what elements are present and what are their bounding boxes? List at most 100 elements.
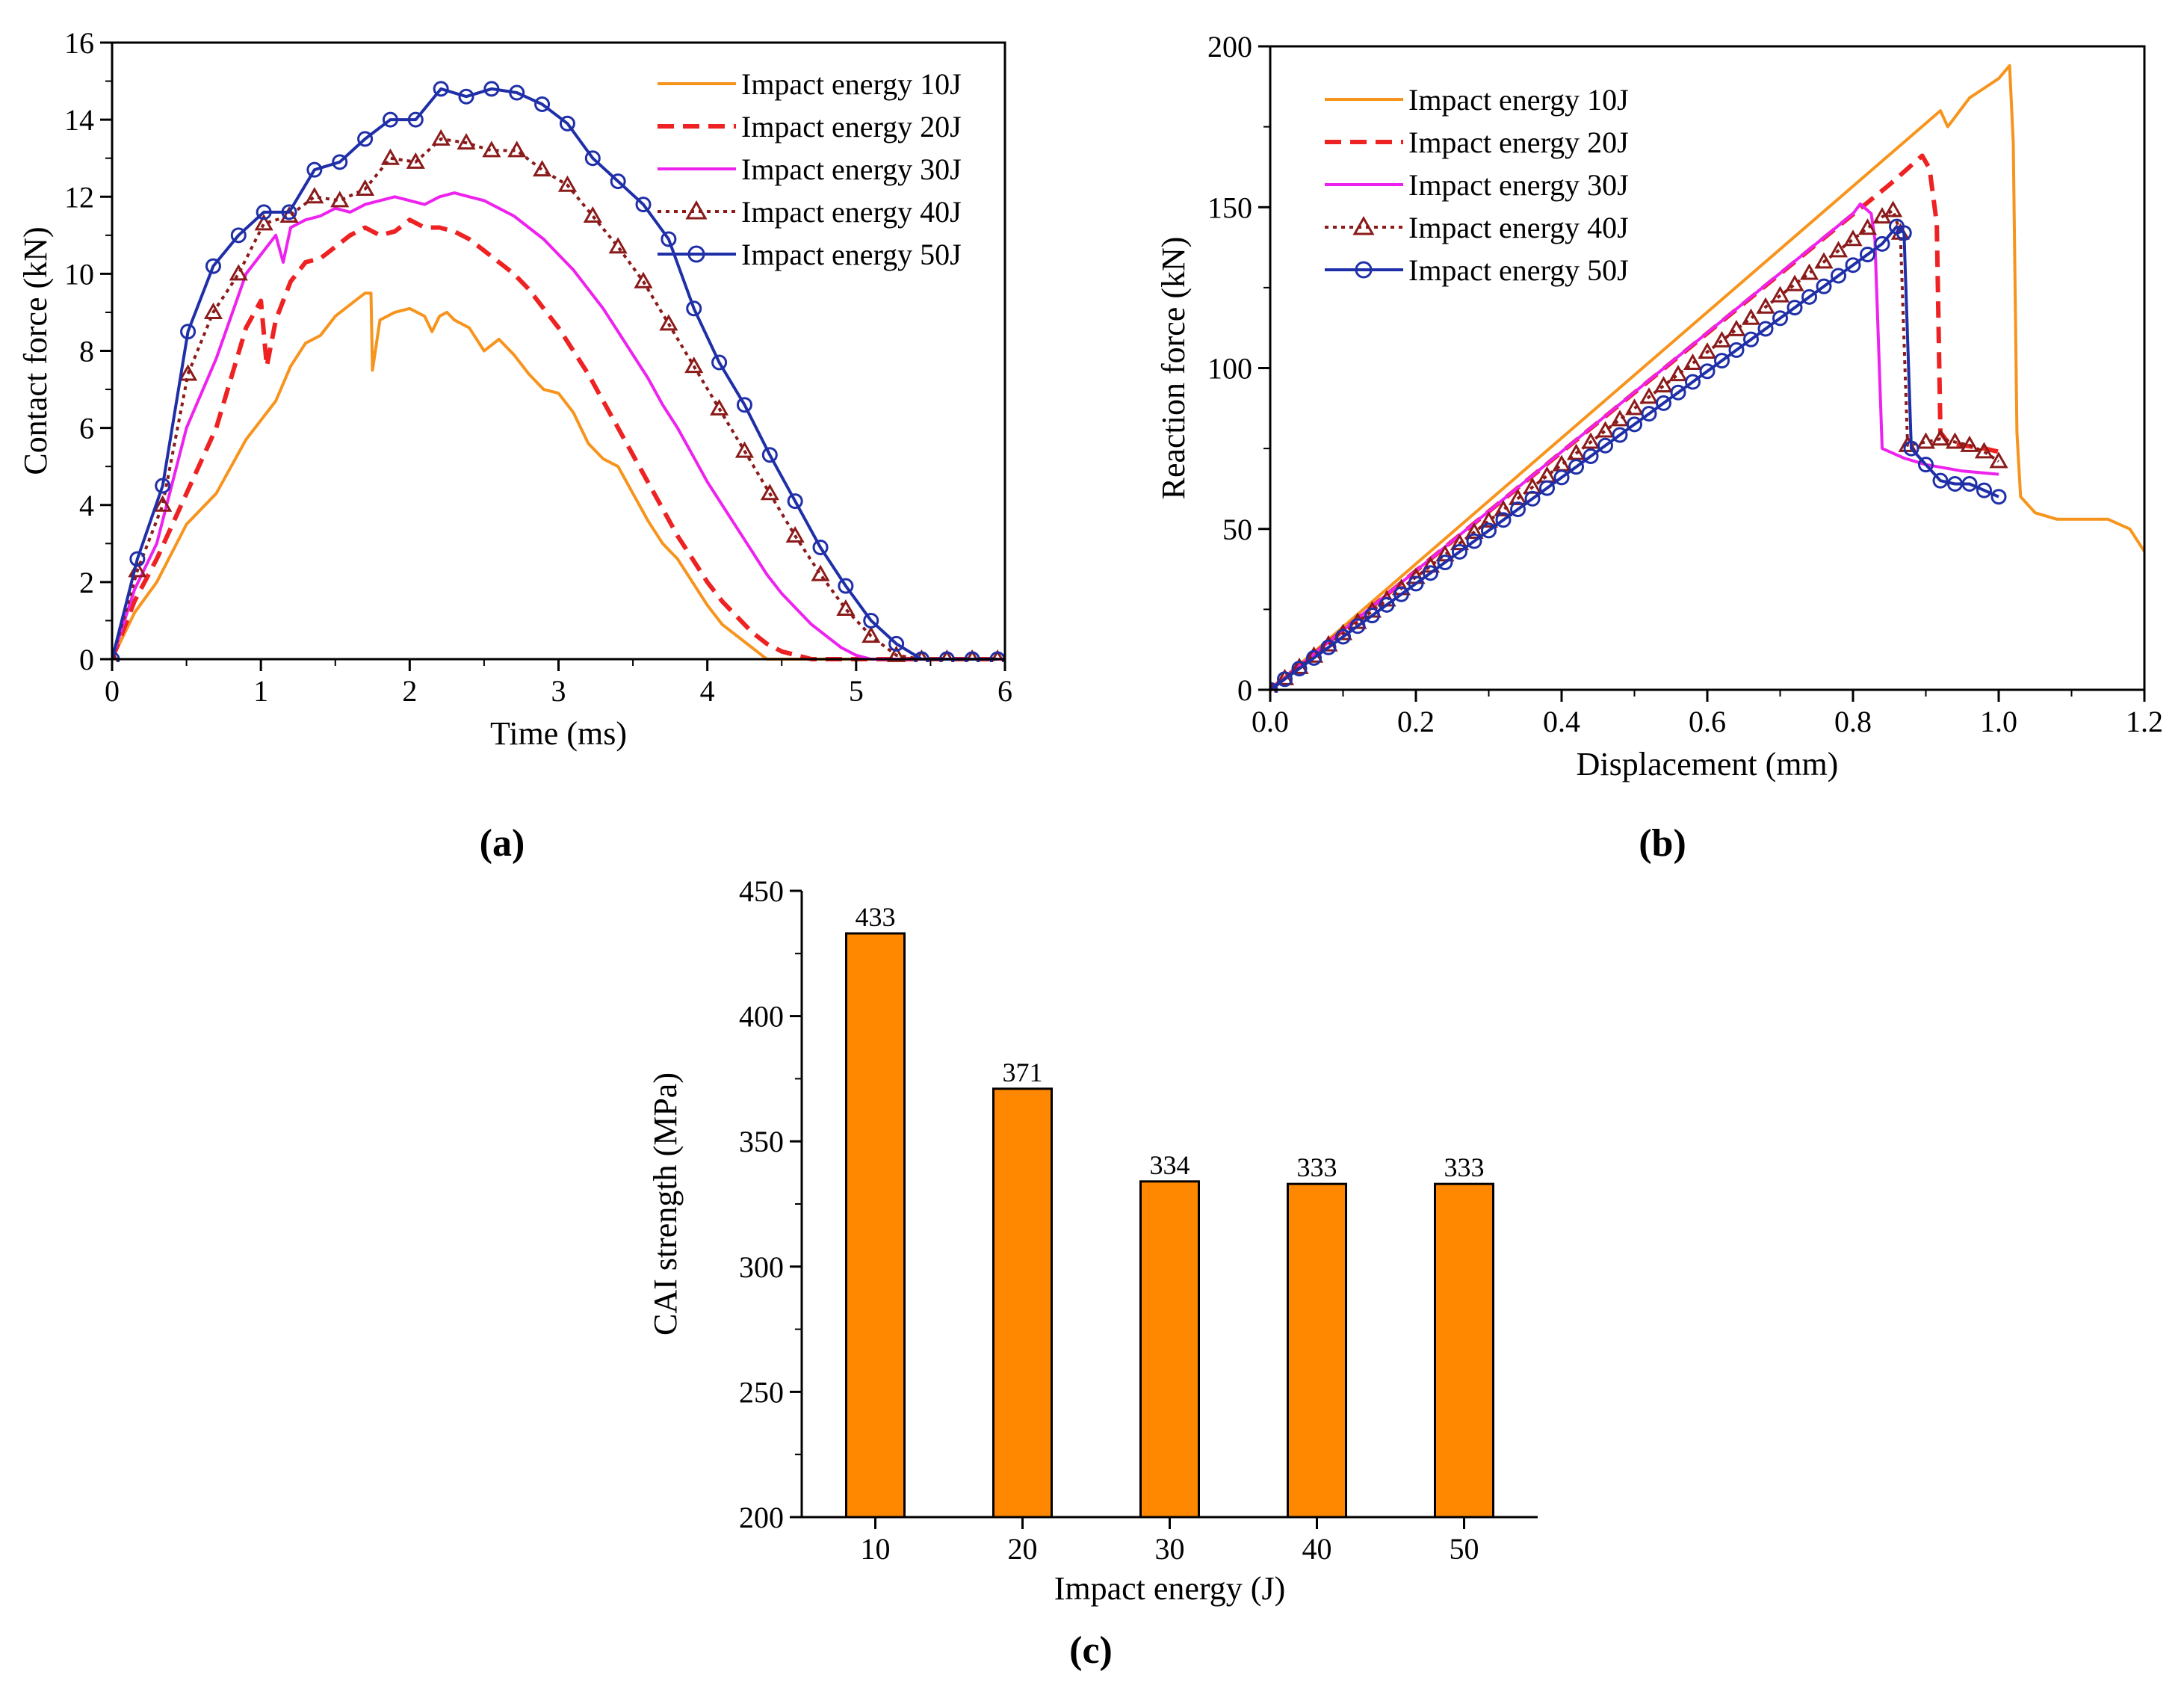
bar-value-label: 333 [1444, 1152, 1485, 1182]
marker-circle [736, 397, 752, 413]
y-tick-label: 6 [79, 412, 94, 445]
x-tick-label: 1.0 [1980, 705, 2017, 738]
marker-circle [1568, 459, 1584, 475]
marker-circle [1801, 288, 1817, 305]
marker-triangle [785, 525, 805, 543]
marker-circle [1423, 565, 1438, 581]
marker-triangle [1595, 421, 1615, 438]
marker-circle [155, 478, 171, 494]
marker-triangle [1989, 451, 2008, 469]
y-tick-label: 8 [79, 335, 94, 368]
bar-value-label: 371 [1003, 1057, 1043, 1087]
marker-circle [1670, 384, 1686, 401]
marker-triangle [1668, 365, 1688, 382]
marker-triangle [1770, 285, 1790, 303]
marker-triangle [482, 141, 501, 158]
legend-label: Impact energy 40J [741, 195, 962, 229]
legend-label: Impact energy 20J [741, 110, 962, 143]
marker-triangle [1727, 319, 1746, 336]
marker-triangle [583, 206, 602, 223]
marker-circle [281, 204, 297, 220]
marker-circle [661, 231, 677, 247]
marker-circle [1452, 543, 1467, 560]
marker-triangle [557, 175, 578, 192]
bar-value-label: 333 [1297, 1152, 1337, 1182]
series-line-40J [112, 137, 997, 661]
series-line-10J [112, 291, 1005, 661]
marker-triangle [178, 364, 198, 381]
marker-triangle [1814, 252, 1834, 269]
marker-circle [686, 300, 702, 317]
marker-circle [1932, 472, 1949, 489]
marker-circle [205, 258, 221, 274]
legend-marker-triangle [1352, 215, 1375, 235]
bar-value-label: 334 [1150, 1150, 1190, 1180]
marker-circle [1553, 469, 1570, 486]
y-tick-label: 50 [1222, 513, 1252, 546]
marker-circle [1896, 225, 1912, 241]
y-tick-label: 250 [739, 1375, 784, 1409]
marker-circle [1757, 321, 1774, 337]
marker-triangle [1916, 432, 1936, 449]
marker-triangle [1884, 200, 1903, 217]
marker-triangle [305, 187, 324, 204]
marker-triangle [229, 264, 248, 281]
legend-label: Impact energy 40J [1408, 211, 1629, 244]
panel-b-reaction-force-chart: (b) 0.0 0.2 0.4 0.6 0.8 1.0 1.2 0 50 100 150 200 Dis… [1155, 30, 2163, 865]
y-axis-title: Contact force (kN) [17, 226, 54, 475]
marker-triangle [1712, 330, 1732, 348]
marker-circle [256, 204, 272, 220]
x-tick-label: 0.2 [1397, 705, 1435, 738]
marker-triangle [1960, 435, 1979, 452]
marker-circle [382, 111, 398, 128]
marker-circle [1845, 257, 1861, 274]
y-axis-title: CAI strength (MPa) [647, 1072, 684, 1336]
marker-circle [230, 227, 247, 244]
marker-circle [863, 612, 879, 629]
marker-triangle [1450, 534, 1470, 551]
marker-circle [1714, 353, 1730, 369]
marker-circle [1524, 490, 1541, 507]
panel-c-cai-strength-chart: (c) 433 10 371 20 334 30 333 40 333 50 200 250 300 35… [647, 874, 1538, 1672]
bar-value-label: 433 [856, 902, 896, 932]
marker-triangle [1683, 353, 1703, 371]
marker-circle [1539, 480, 1555, 496]
marker-triangle [887, 645, 906, 662]
marker-circle [1874, 235, 1890, 252]
marker-circle [812, 539, 829, 555]
marker-circle [306, 161, 323, 178]
marker-triangle [1828, 241, 1849, 258]
marker-triangle [734, 441, 755, 458]
marker-circle [1772, 310, 1788, 327]
marker-circle [1787, 300, 1803, 316]
series-line-30J [112, 191, 1005, 661]
marker-triangle [1974, 442, 1994, 459]
marker-circle [1816, 278, 1832, 294]
marker-circle [1583, 448, 1599, 464]
marker-circle [1990, 489, 2007, 505]
marker-triangle [634, 271, 653, 288]
marker-circle [332, 154, 348, 170]
marker-triangle [254, 214, 273, 231]
marker-triangle [1624, 398, 1645, 416]
x-tick-label: 1.2 [2126, 705, 2163, 738]
x-tick-label: 3 [551, 674, 566, 708]
x-tick-label: 4 [700, 674, 715, 708]
marker-circle [483, 81, 500, 97]
marker-triangle [1654, 376, 1674, 393]
marker-triangle [710, 398, 729, 416]
marker-circle [1437, 555, 1453, 571]
x-tick-label: 0.4 [1543, 705, 1580, 738]
y-tick-label: 2 [79, 566, 94, 599]
marker-circle [1976, 482, 1992, 498]
marker-triangle [1945, 432, 1965, 449]
legend: Impact energy 10J Impact energy 20J Impact… [1325, 83, 1629, 287]
x-tick-label: 0.6 [1689, 705, 1726, 738]
bar-30J [1139, 1180, 1200, 1519]
marker-circle [1831, 268, 1846, 284]
y-tick-label: 100 [1207, 352, 1252, 386]
marker-triangle [1479, 510, 1499, 528]
marker-circle [1641, 406, 1657, 422]
marker-circle [1349, 618, 1366, 634]
marker-triangle [1741, 308, 1761, 325]
